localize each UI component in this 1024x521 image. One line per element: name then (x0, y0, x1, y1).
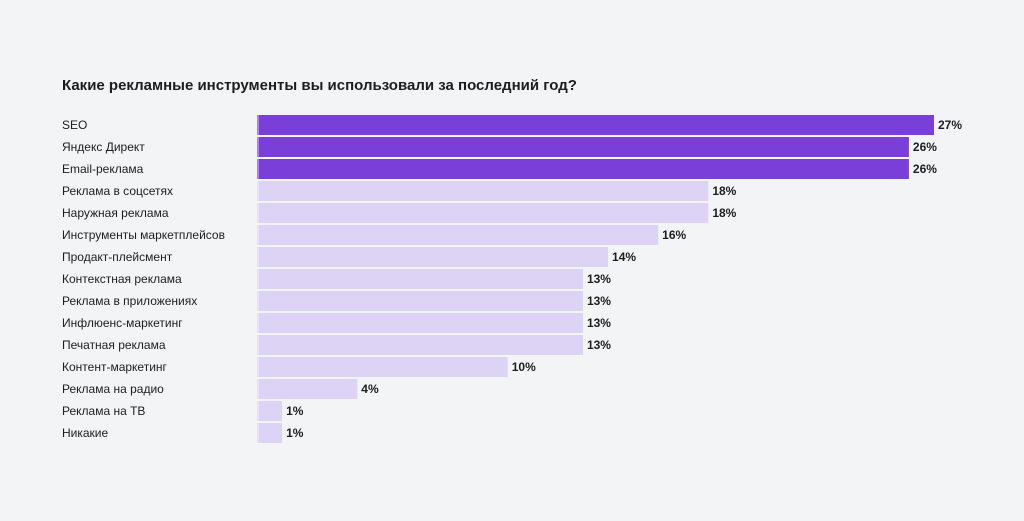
category-label: Никакие (62, 426, 109, 440)
bar-edge (257, 159, 259, 179)
bar (257, 379, 358, 399)
category-label: Email-реклама (62, 162, 144, 176)
bar-edge (257, 401, 259, 421)
bar-edge (257, 379, 259, 399)
data-label: 1% (286, 404, 304, 418)
bar (257, 203, 709, 223)
data-label: 26% (913, 140, 937, 154)
chart-title: Какие рекламные инструменты вы использов… (62, 77, 577, 94)
category-label: Реклама в соцсетях (62, 184, 173, 198)
data-label: 13% (587, 338, 611, 352)
category-label: Контент-маркетинг (62, 360, 168, 374)
bar-edge (257, 291, 259, 311)
bar-edge (257, 357, 259, 377)
data-label: 26% (913, 162, 937, 176)
category-label: Инструменты маркетплейсов (62, 228, 225, 242)
bar (257, 423, 283, 443)
data-label: 4% (361, 382, 379, 396)
bar-edge (257, 423, 259, 443)
bar-edge (257, 247, 259, 267)
data-label: 13% (587, 316, 611, 330)
bar (257, 159, 909, 179)
data-label: 16% (662, 228, 686, 242)
bar (257, 357, 508, 377)
data-label: 14% (612, 250, 636, 264)
bar-edge (257, 225, 259, 245)
category-label: Реклама на радио (62, 382, 164, 396)
bar-edge (257, 181, 259, 201)
category-label: Наружная реклама (62, 206, 169, 220)
bar (257, 313, 583, 333)
bar (257, 137, 909, 157)
category-label: Печатная реклама (62, 338, 166, 352)
bar (257, 269, 583, 289)
bar (257, 291, 583, 311)
category-label: Яндекс Директ (62, 140, 145, 154)
bar-edge (257, 269, 259, 289)
category-label: Реклама на ТВ (62, 404, 145, 418)
bar (257, 335, 583, 355)
bar-edge (257, 137, 259, 157)
bar-edge (257, 203, 259, 223)
data-label: 27% (938, 118, 962, 132)
bar-edge (257, 335, 259, 355)
category-label: Контекстная реклама (62, 272, 182, 286)
data-label: 18% (712, 206, 736, 220)
category-label: SEO (62, 118, 87, 132)
data-label: 13% (587, 294, 611, 308)
category-label: Инфлюенс-маркетинг (62, 316, 183, 330)
bar-edge (257, 313, 259, 333)
category-label: Продакт-плейсмент (62, 250, 173, 264)
bar (257, 401, 283, 421)
data-label: 1% (286, 426, 304, 440)
data-label: 13% (587, 272, 611, 286)
bar (257, 225, 659, 245)
bar (257, 115, 934, 135)
category-label: Реклама в приложениях (62, 294, 197, 308)
data-label: 10% (512, 360, 536, 374)
bar (257, 181, 709, 201)
data-label: 18% (712, 184, 736, 198)
bar (257, 247, 609, 267)
bar-edge (257, 115, 259, 135)
